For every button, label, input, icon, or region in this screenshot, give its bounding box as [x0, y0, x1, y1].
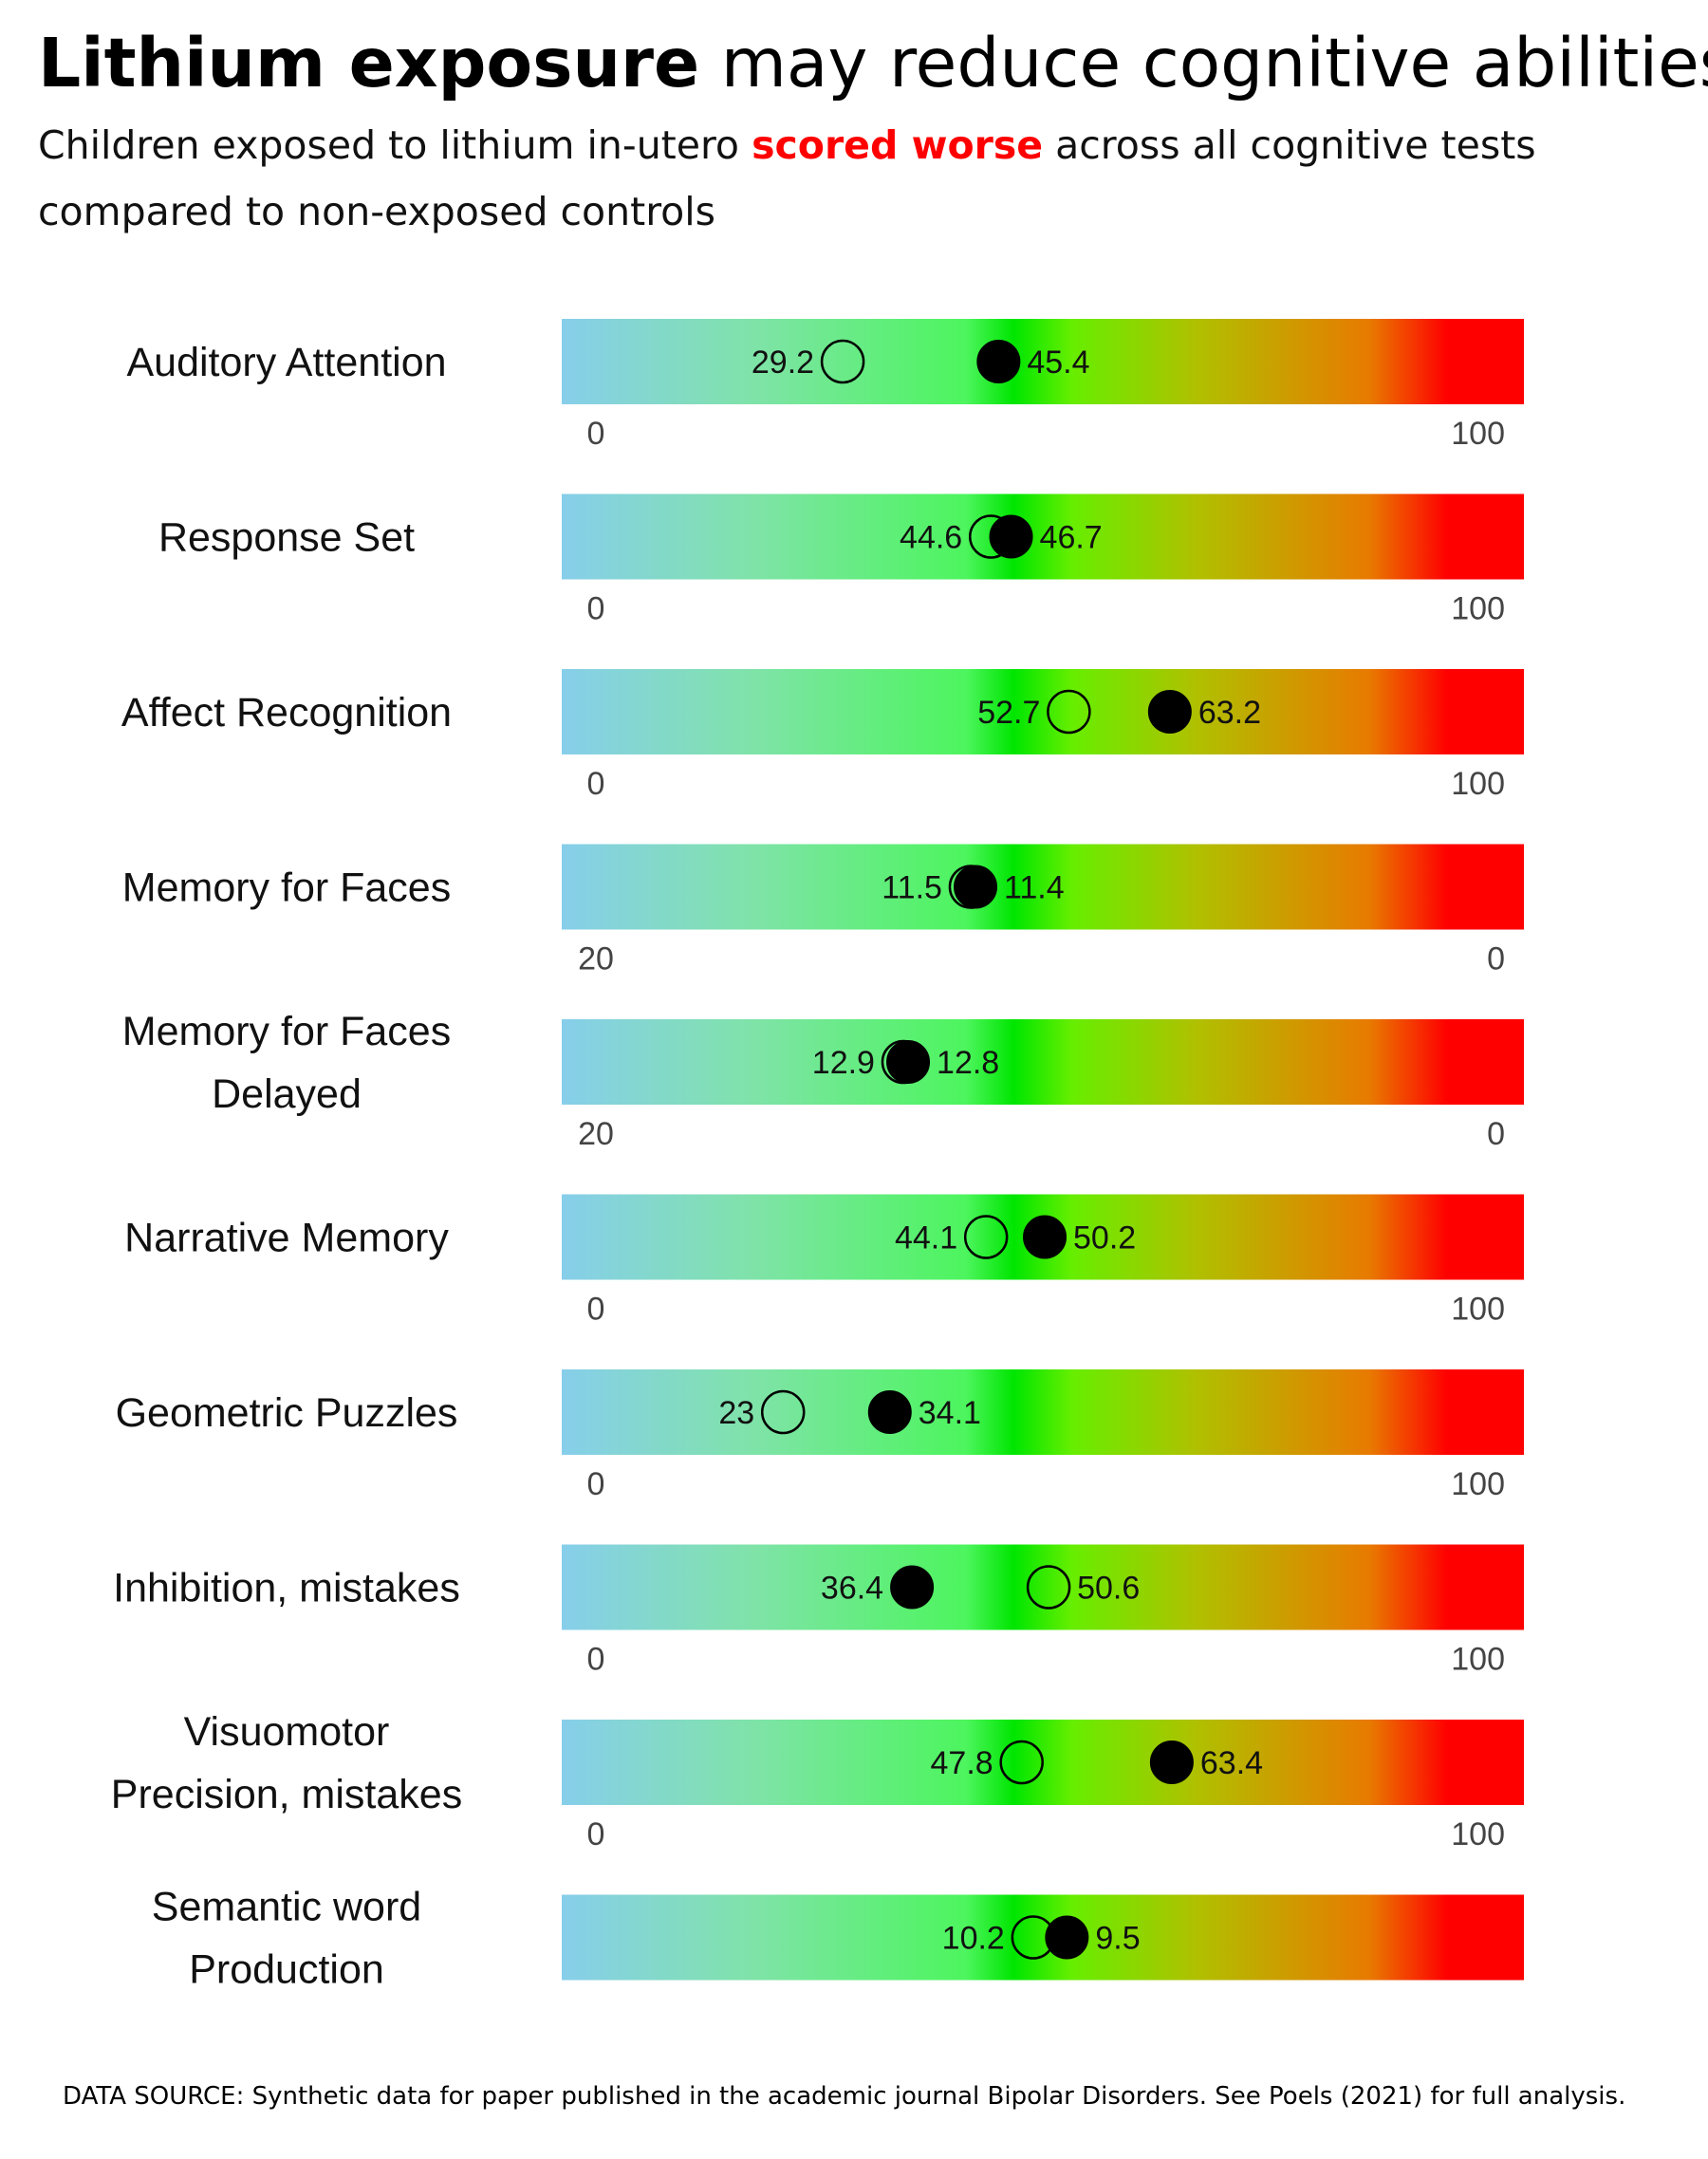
control-value-label: 47.8 — [931, 1745, 993, 1781]
control-value-label: 23 — [718, 1395, 754, 1431]
scale-min-label: 0 — [587, 1466, 605, 1502]
exposed-value-label: 63.2 — [1198, 695, 1261, 731]
exposed-marker — [976, 340, 1021, 383]
row-label: Memory for Faces Delayed — [122, 1009, 451, 1117]
exposed-value-label: 45.4 — [1027, 344, 1089, 381]
subtitle-highlight: scored worse — [752, 122, 1044, 168]
control-value-label: 50.6 — [1077, 1571, 1140, 1607]
scale-max-label: 100 — [1451, 416, 1505, 452]
scale-max-label: 100 — [1451, 591, 1505, 627]
subtitle-pre: Children exposed to lithium in-utero — [38, 122, 740, 168]
scale-min-label: 0 — [587, 591, 605, 627]
exposed-value-label: 36.4 — [821, 1571, 883, 1607]
data-source-note: DATA SOURCE: Synthetic data for paper pu… — [63, 2082, 1626, 2111]
title-emphasis: Lithium exposure — [38, 24, 700, 102]
exposed-value-label: 63.4 — [1200, 1745, 1263, 1781]
exposed-value-label: 9.5 — [1095, 1921, 1140, 1957]
control-value-label: 12.9 — [812, 1045, 875, 1081]
chart-row: Auditory Attention 0 100 29.2 45.4 — [126, 319, 1524, 452]
row-label: Visuomotor Precision, mistakes — [111, 1709, 462, 1817]
scale-bar — [562, 844, 1524, 930]
row-label: Inhibition, mistakes — [113, 1566, 460, 1611]
scale-bar — [562, 493, 1524, 580]
chart-title: Lithium exposure may reduce cognitive ab… — [38, 21, 1708, 106]
control-marker — [999, 1740, 1044, 1785]
scale-bar — [562, 1894, 1524, 1981]
chart-row: Affect Recognition 0 100 52.7 63.2 — [121, 669, 1524, 802]
dot-range-chart: Auditory Attention 0 100 29.2 45.4 Response S… — [111, 319, 1524, 1993]
control-marker — [1047, 689, 1091, 735]
exposed-marker — [954, 865, 998, 909]
scale-min-label: 20 — [578, 941, 614, 977]
row-label: Auditory Attention — [126, 340, 446, 385]
chart-row: Memory for Faces Delayed 20 0 12.9 12.8 — [122, 1009, 1524, 1152]
scale-max-label: 100 — [1451, 1816, 1505, 1852]
exposed-value-label: 34.1 — [919, 1395, 981, 1431]
scale-bar — [562, 669, 1524, 754]
exposed-marker — [886, 1040, 931, 1084]
scale-bar — [562, 319, 1524, 404]
control-value-label: 11.5 — [882, 870, 942, 906]
scale-bar — [562, 1369, 1524, 1455]
exposed-marker — [989, 514, 1033, 559]
scale-min-label: 20 — [578, 1116, 614, 1152]
control-value-label: 44.6 — [900, 520, 962, 556]
scale-min-label: 0 — [587, 1642, 605, 1678]
exposed-marker — [1023, 1215, 1068, 1259]
row-label: Semantic word Production — [152, 1885, 421, 1993]
exposed-marker — [890, 1565, 935, 1610]
row-label: Affect Recognition — [121, 690, 452, 735]
control-marker — [760, 1389, 806, 1435]
exposed-marker — [1149, 1740, 1194, 1784]
control-marker — [1026, 1565, 1071, 1610]
chart-row: Visuomotor Precision, mistakes 0 100 47.8 63.… — [111, 1709, 1524, 1852]
exposed-value-label: 46.7 — [1040, 520, 1103, 556]
chart-row: Memory for Faces 20 0 11.5 11.4 — [122, 844, 1524, 977]
scale-max-label: 100 — [1451, 1642, 1505, 1678]
control-value-label: 44.1 — [895, 1220, 957, 1256]
chart-row: Narrative Memory 0 100 44.1 50.2 — [124, 1194, 1524, 1328]
control-marker — [963, 1215, 1009, 1259]
control-value-label: 29.2 — [752, 344, 814, 381]
chart-row: Inhibition, mistakes 0 100 36.4 50.6 — [113, 1544, 1524, 1678]
exposed-value-label: 50.2 — [1073, 1220, 1136, 1256]
chart-row: Response Set 0 100 44.6 46.7 — [158, 493, 1524, 627]
control-value-label: 52.7 — [977, 695, 1040, 731]
row-label: Narrative Memory — [124, 1216, 449, 1261]
row-label: Geometric Puzzles — [116, 1390, 458, 1436]
scale-max-label: 100 — [1451, 766, 1505, 802]
chart-subtitle: Children exposed to lithium in-utero sco… — [38, 112, 1689, 245]
scale-bar — [562, 1019, 1524, 1105]
scale-min-label: 0 — [587, 766, 605, 802]
scale-min-label: 0 — [587, 1816, 605, 1852]
scale-bar — [562, 1544, 1524, 1630]
row-label: Response Set — [158, 515, 415, 561]
subtitle-post: across all cognitive tests compared to n… — [38, 122, 1536, 234]
exposed-marker — [867, 1390, 912, 1434]
title-rest: may reduce cognitive abilities — [720, 24, 1708, 102]
exposed-value-label: 12.8 — [937, 1045, 999, 1081]
chart-row: Semantic word Production 10.2 9.5 — [152, 1885, 1524, 1993]
control-marker — [820, 339, 865, 384]
exposed-marker — [1147, 690, 1192, 734]
exposed-marker — [1045, 1915, 1089, 1960]
exposed-value-label: 11.4 — [1004, 870, 1065, 906]
scale-max-label: 0 — [1487, 1116, 1505, 1152]
chart-row: Geometric Puzzles 0 100 23 34.1 — [116, 1369, 1524, 1502]
scale-max-label: 0 — [1487, 941, 1505, 977]
scale-min-label: 0 — [587, 416, 605, 452]
control-value-label: 10.2 — [942, 1921, 1005, 1957]
scale-max-label: 100 — [1451, 1292, 1505, 1328]
scale-min-label: 0 — [587, 1292, 605, 1328]
scale-max-label: 100 — [1451, 1466, 1505, 1502]
row-label: Memory for Faces — [122, 865, 451, 911]
